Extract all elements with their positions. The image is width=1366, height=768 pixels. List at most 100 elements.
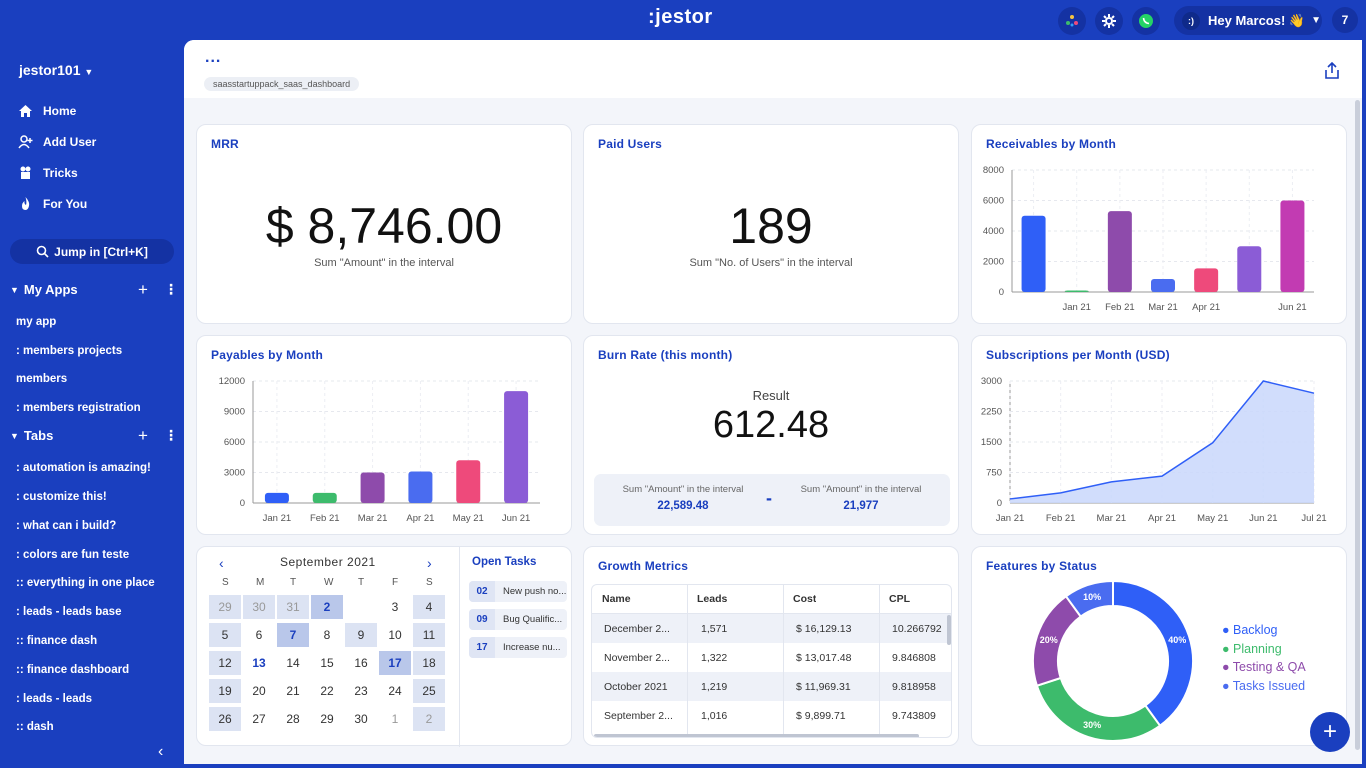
calendar-day[interactable]: 11 [413, 623, 445, 647]
sidebar-tab-item[interactable]: :: finance dashboard [16, 664, 130, 676]
sidebar-tab-item[interactable]: : customize this! [16, 491, 107, 503]
workspace-switcher[interactable]: jestor101 ▼ [19, 62, 93, 78]
calendar-day[interactable]: 25 [413, 679, 445, 703]
calendar-day[interactable]: 28 [286, 712, 300, 726]
sidebar-tab-item[interactable]: :: dash [16, 721, 54, 733]
apps-icon[interactable] [1058, 7, 1086, 35]
nav-home[interactable]: Home [18, 104, 76, 118]
sidebar-tab-item[interactable]: : colors are fun teste [16, 549, 130, 561]
calendar-day[interactable]: 20 [252, 684, 266, 698]
breadcrumb[interactable]: saasstartuppack_saas_dashboard [204, 77, 360, 91]
task-item[interactable]: 02 New push no... [469, 581, 567, 602]
calendar-day[interactable]: 13 [252, 656, 266, 670]
tabs-section[interactable]: ▼ Tabs + ⋮ [10, 425, 180, 445]
app-logo[interactable]: :jestor [648, 6, 713, 28]
card-title: Payables by Month [211, 348, 324, 362]
col-header[interactable]: Name [602, 593, 631, 605]
collapse-sidebar-icon[interactable]: ‹ [158, 743, 164, 760]
sidebar-tab-item[interactable]: : what can i build? [16, 520, 117, 532]
calendar-day[interactable]: 10 [388, 628, 402, 642]
calendar-day[interactable]: 30 [243, 595, 275, 619]
sidebar-tab-item[interactable]: : automation is amazing! [16, 462, 151, 474]
x-tick-label: Jun 21 [1249, 513, 1278, 524]
prev-month-icon[interactable]: ‹ [219, 555, 225, 571]
page-title[interactable]: ... [205, 49, 222, 66]
mrr-value: $ 8,746.00 [265, 198, 503, 254]
share-icon[interactable] [1324, 62, 1340, 80]
sidebar-app-item[interactable]: members [16, 373, 68, 385]
nav-for-you[interactable]: For You [18, 196, 87, 211]
col-header[interactable]: CPL [889, 593, 910, 605]
more-icon[interactable]: ⋮ [164, 427, 178, 443]
nav-tricks[interactable]: Tricks [18, 165, 78, 180]
calendar-day[interactable]: 15 [320, 656, 334, 670]
next-month-icon[interactable]: › [427, 555, 433, 571]
calendar-day[interactable]: 4 [413, 595, 445, 619]
horizontal-scrollbar[interactable] [594, 734, 919, 737]
col-header[interactable]: Cost [793, 593, 817, 605]
add-button[interactable]: + [1310, 712, 1350, 752]
bar [1021, 215, 1046, 292]
add-app-icon[interactable]: + [138, 279, 148, 299]
calendar-day[interactable]: 27 [252, 712, 266, 726]
calendar-day[interactable]: 16 [354, 656, 368, 670]
notification-badge[interactable]: 7 [1332, 7, 1358, 33]
calendar-day[interactable]: 14 [286, 656, 300, 670]
page-scrollbar[interactable] [1355, 100, 1360, 750]
slice-label: 10% [1083, 592, 1101, 602]
legend-item[interactable]: ● Testing & QA [1222, 660, 1306, 674]
sidebar-tab-item[interactable]: : leads - leads [16, 693, 93, 705]
task-item[interactable]: 09 Bug Qualific... [469, 609, 567, 630]
calendar-day[interactable]: 29 [209, 595, 241, 619]
user-menu[interactable]: :) Hey Marcos! 👋 ▼ [1174, 6, 1322, 35]
workspace-name: jestor101 [19, 62, 81, 78]
add-tab-icon[interactable]: + [138, 425, 148, 445]
calendar-day[interactable]: 6 [255, 628, 263, 642]
table-row[interactable]: December 2... 1,571 $ 16,129.13 10.26679… [592, 614, 951, 643]
calendar-day[interactable]: 17 [379, 651, 411, 675]
col-header[interactable]: Leads [697, 593, 728, 605]
table-row[interactable]: September 2... 1,016 $ 9,899.71 9.743809 [592, 701, 951, 730]
table-row[interactable]: November 2... 1,322 $ 13,017.48 9.846808 [592, 643, 951, 672]
task-item[interactable]: 17 Increase nu... [469, 637, 567, 658]
calendar-day[interactable]: 2 [311, 595, 343, 619]
calendar-day[interactable]: 8 [323, 628, 331, 642]
sidebar-app-item[interactable]: my app [16, 316, 57, 328]
sidebar-tab-item[interactable]: :: everything in one place [16, 577, 155, 589]
calendar-day[interactable]: 19 [209, 679, 241, 703]
jump-in-button[interactable]: Jump in [Ctrl+K] [10, 239, 174, 264]
paid-users-card: Paid Users 189 Sum "No. of Users" in the… [583, 124, 959, 324]
table-row[interactable]: October 2021 1,219 $ 11,969.31 9.818958 [592, 672, 951, 701]
calendar-day[interactable]: 5 [209, 623, 241, 647]
calendar-day[interactable]: 12 [209, 651, 241, 675]
calendar-day[interactable]: 2 [413, 707, 445, 731]
settings-icon[interactable] [1095, 7, 1123, 35]
calendar-day[interactable]: 1 [391, 712, 399, 726]
calendar-day[interactable]: 7 [277, 623, 309, 647]
calendar-day[interactable]: 31 [277, 595, 309, 619]
sidebar-tab-item[interactable]: : leads - leads base [16, 606, 122, 618]
whatsapp-icon[interactable] [1132, 7, 1160, 35]
calendar-day[interactable]: 29 [320, 712, 334, 726]
sidebar-tab-item[interactable]: :: finance dash [16, 635, 98, 647]
legend-item[interactable]: ● Planning [1222, 641, 1282, 656]
vertical-scrollbar[interactable] [947, 615, 951, 645]
calendar-day[interactable]: 24 [388, 684, 402, 698]
legend-item[interactable]: ● Tasks Issued [1222, 678, 1306, 693]
calendar-day[interactable]: 30 [354, 712, 368, 726]
calendar-day[interactable]: 18 [413, 651, 445, 675]
sidebar-app-item[interactable]: : members projects [16, 345, 123, 357]
calendar-day[interactable]: 21 [286, 684, 300, 698]
my-apps-section[interactable]: ▼ My Apps + ⋮ [10, 279, 180, 299]
sidebar-app-item[interactable]: : members registration [16, 402, 141, 414]
legend-item[interactable]: ● Backlog [1222, 623, 1278, 637]
cell: October 2021 [604, 680, 668, 693]
calendar-day[interactable]: 22 [320, 684, 334, 698]
card-title: Paid Users [598, 137, 663, 151]
calendar-day[interactable]: 26 [209, 707, 241, 731]
calendar-day[interactable]: 9 [345, 623, 377, 647]
calendar-day[interactable]: 3 [391, 600, 399, 614]
nav-add-user[interactable]: Add User [18, 135, 96, 149]
calendar-day[interactable]: 23 [354, 684, 368, 698]
more-icon[interactable]: ⋮ [164, 281, 178, 297]
